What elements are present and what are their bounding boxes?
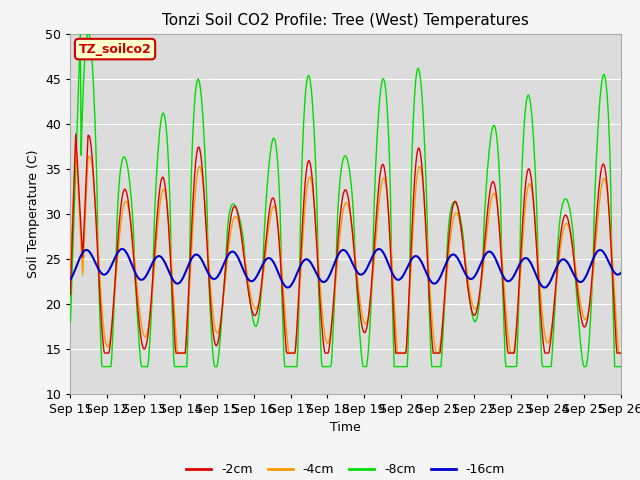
Legend: -2cm, -4cm, -8cm, -16cm: -2cm, -4cm, -8cm, -16cm	[181, 458, 510, 480]
X-axis label: Time: Time	[330, 421, 361, 434]
Text: TZ_soilco2: TZ_soilco2	[79, 43, 152, 56]
Y-axis label: Soil Temperature (C): Soil Temperature (C)	[27, 149, 40, 278]
Title: Tonzi Soil CO2 Profile: Tree (West) Temperatures: Tonzi Soil CO2 Profile: Tree (West) Temp…	[162, 13, 529, 28]
